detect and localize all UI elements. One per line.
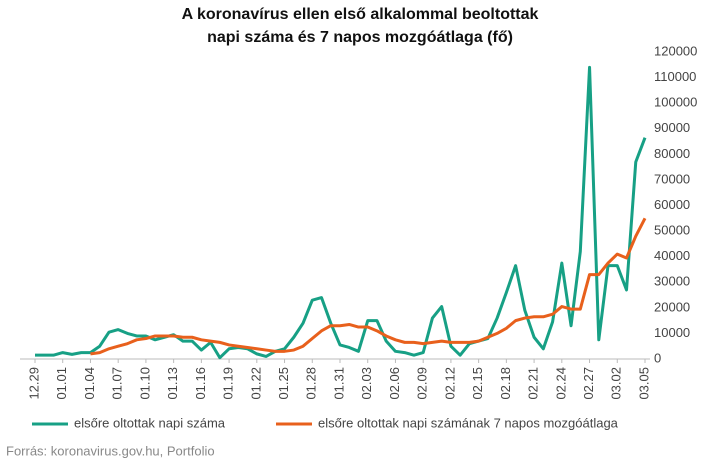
y-tick-label: 40000: [654, 248, 690, 263]
x-tick-label: 02.06: [387, 367, 402, 400]
x-tick-label: 01.31: [331, 367, 346, 400]
line-series: [35, 65, 647, 360]
x-tick-label: 02.27: [581, 367, 596, 400]
x-tick-label: 03.02: [609, 367, 624, 400]
x-tick-label: 02.12: [442, 367, 457, 400]
x-tick-label: 01.25: [276, 367, 291, 400]
y-tick-label: 70000: [654, 171, 690, 186]
x-tick-label: 01.16: [193, 367, 208, 400]
y-tick-label: 60000: [654, 197, 690, 212]
x-tick-label: 01.22: [248, 367, 263, 400]
y-tick-label: 10000: [654, 325, 690, 340]
x-tick-label: 01.13: [165, 367, 180, 400]
y-tick-label: 20000: [654, 299, 690, 314]
y-tick-label: 30000: [654, 274, 690, 289]
x-tick-label: 02.15: [470, 367, 485, 400]
chart-title: A koronavírus ellen első alkalommal beol…: [182, 6, 539, 23]
x-tick-label: 02.09: [415, 367, 430, 400]
y-tick-label: 90000: [654, 120, 690, 135]
y-tick-label: 120000: [654, 43, 697, 58]
x-tick-label: 01.10: [137, 367, 152, 400]
chart-title: napi száma és 7 napos mozgóátlaga (fő): [207, 29, 513, 46]
x-tick-label: 12.29: [26, 367, 41, 400]
y-tick-label: 50000: [654, 223, 690, 238]
x-tick-label: 01.04: [82, 367, 97, 400]
y-tick-label: 110000: [654, 69, 696, 84]
y-tick-label: 100000: [654, 95, 697, 110]
x-tick-label: 01.01: [54, 367, 69, 400]
legend-label: elsőre oltottak napi számának 7 napos mo…: [318, 415, 619, 430]
legend-label: elsőre oltottak napi száma: [74, 415, 226, 430]
y-tick-label: 0: [654, 350, 661, 365]
x-tick-label: 02.24: [553, 367, 568, 400]
y-tick-label: 80000: [654, 146, 690, 161]
x-tick-label: 02.21: [526, 367, 541, 400]
x-tick-label: 02.18: [498, 367, 513, 400]
source: Forrás: koronavirus.gov.hu, Portfolio: [6, 443, 215, 458]
x-tick-label: 01.07: [110, 367, 125, 400]
x-tick-label: 01.28: [304, 367, 319, 400]
x-tick-label: 03.05: [636, 367, 651, 400]
line-series: [90, 217, 647, 356]
x-tick-label: 02.03: [359, 367, 374, 400]
x-tick-label: 01.19: [221, 367, 236, 400]
